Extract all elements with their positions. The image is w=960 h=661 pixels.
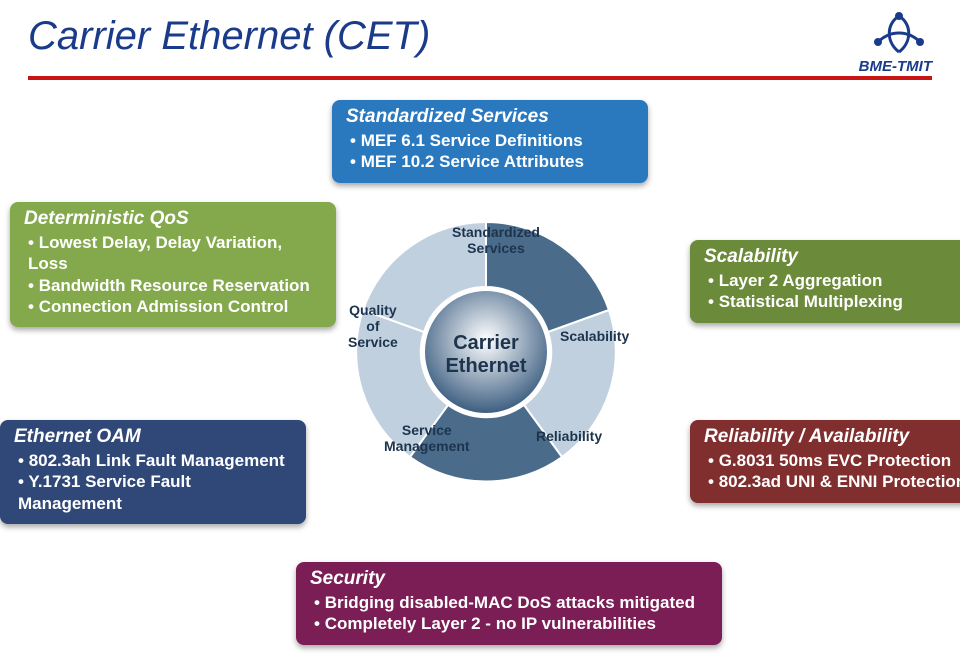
- box-items: 802.3ah Link Fault Management Y.1731 Ser…: [14, 450, 294, 514]
- slide: Carrier Ethernet (CET) BME-TMIT Standard…: [0, 0, 960, 661]
- box-items: G.8031 50ms EVC Protection 802.3ad UNI &…: [704, 450, 960, 493]
- box-item: Layer 2 Aggregation: [708, 270, 960, 291]
- box-title: Security: [310, 568, 710, 590]
- box-item: Bandwidth Resource Reservation: [28, 275, 324, 296]
- wheel-label-standardized: StandardizedServices: [452, 224, 540, 256]
- box-title: Ethernet OAM: [14, 426, 294, 448]
- title-rule: [28, 76, 932, 80]
- box-reliability: Reliability / Availability G.8031 50ms E…: [690, 420, 960, 503]
- box-item: 802.3ah Link Fault Management: [18, 450, 294, 471]
- wheel-label-reliability: Reliability: [536, 428, 602, 444]
- box-title: Standardized Services: [346, 106, 636, 128]
- wheel-label-scalability: Scalability: [560, 328, 629, 344]
- box-item: Bridging disabled-MAC DoS attacks mitiga…: [314, 592, 710, 613]
- box-scalability: Scalability Layer 2 Aggregation Statisti…: [690, 240, 960, 323]
- box-security: Security Bridging disabled-MAC DoS attac…: [296, 562, 722, 645]
- box-items: MEF 6.1 Service Definitions MEF 10.2 Ser…: [346, 130, 636, 173]
- box-title: Scalability: [704, 246, 960, 268]
- box-ethernet-oam: Ethernet OAM 802.3ah Link Fault Manageme…: [0, 420, 306, 524]
- box-item: MEF 10.2 Service Attributes: [350, 151, 636, 172]
- box-items: Bridging disabled-MAC DoS attacks mitiga…: [310, 592, 710, 635]
- box-item: 802.3ad UNI & ENNI Protection: [708, 471, 960, 492]
- wheel-center-label: CarrierEthernet: [416, 332, 556, 378]
- box-item: G.8031 50ms EVC Protection: [708, 450, 960, 471]
- wheel-label-qos: QualityofService: [348, 302, 398, 350]
- brand-label: BME-TMIT: [859, 58, 932, 75]
- box-items: Layer 2 Aggregation Statistical Multiple…: [704, 270, 960, 313]
- box-item: Completely Layer 2 - no IP vulnerabiliti…: [314, 613, 710, 634]
- brand-logo-icon: [872, 12, 926, 56]
- box-title: Deterministic QoS: [24, 208, 324, 230]
- box-standardized-services: Standardized Services MEF 6.1 Service De…: [332, 100, 648, 183]
- box-item: Statistical Multiplexing: [708, 291, 960, 312]
- box-items: Lowest Delay, Delay Variation, Loss Band…: [24, 232, 324, 317]
- box-deterministic-qos: Deterministic QoS Lowest Delay, Delay Va…: [10, 202, 336, 327]
- box-title: Reliability / Availability: [704, 426, 960, 448]
- box-item: MEF 6.1 Service Definitions: [350, 130, 636, 151]
- box-item: Y.1731 Service Fault Management: [18, 471, 294, 514]
- wheel-label-service-mgmt: ServiceManagement: [384, 422, 470, 454]
- box-item: Lowest Delay, Delay Variation, Loss: [28, 232, 324, 275]
- box-item: Connection Admission Control: [28, 296, 324, 317]
- page-title: Carrier Ethernet (CET): [28, 14, 430, 59]
